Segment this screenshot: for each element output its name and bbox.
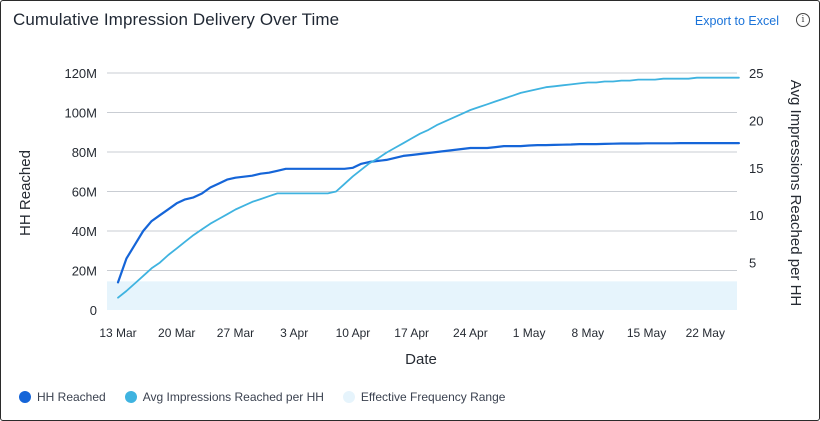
y-left-tick-label: 0 <box>90 303 97 318</box>
x-tick-label: 15 May <box>627 326 666 340</box>
line-chart: 0 20M 40M 60M 80M 100M 120M 5 10 15 20 25 13 Mar 20 M… <box>17 66 804 368</box>
gridlines <box>107 72 737 271</box>
y-right-tick-label: 25 <box>749 66 763 81</box>
export-to-excel-link[interactable]: Export to Excel <box>694 14 779 28</box>
legend-swatch-hh-reached <box>19 391 31 403</box>
legend: HH Reached Avg Impressions Reached per H… <box>19 390 524 404</box>
x-tick-label: 13 Mar <box>99 326 136 340</box>
x-tick-label: 24 Apr <box>453 326 488 340</box>
y-right-axis-label: Avg Impressions Reached per HH <box>787 80 804 307</box>
info-icon[interactable]: i <box>796 13 810 27</box>
x-tick-label: 22 May <box>686 326 725 340</box>
y-right-tick-label: 10 <box>749 208 763 223</box>
legend-swatch-avg-impressions <box>124 391 137 403</box>
axes: 0 20M 40M 60M 80M 100M 120M 5 10 15 20 25 13 Mar 20 M… <box>17 66 804 368</box>
x-tick-label: 8 May <box>571 326 604 340</box>
legend-item-effective-frequency[interactable]: Effective Frequency Range <box>342 390 506 404</box>
y-left-tick-label: 80M <box>72 145 97 160</box>
y-left-tick-label: 20M <box>72 264 97 279</box>
y-right-tick-label: 20 <box>749 113 763 128</box>
series-line-avg-impressions <box>117 76 740 299</box>
x-tick-label: 1 May <box>513 326 546 340</box>
legend-label: Effective Frequency Range <box>360 390 506 404</box>
legend-item-hh-reached[interactable]: HH Reached <box>19 390 106 404</box>
frequency-band-layer <box>107 281 737 310</box>
y-left-tick-label: 120M <box>64 66 97 81</box>
legend-label: Avg Impressions Reached per HH <box>142 390 324 404</box>
y-left-tick-label: 60M <box>72 185 97 200</box>
legend-swatch-effective-frequency <box>342 391 355 403</box>
x-tick-label: 20 Mar <box>158 326 195 340</box>
series-layer <box>116 76 741 299</box>
x-axis-label: Date <box>405 351 437 368</box>
x-tick-label: 17 Apr <box>394 326 429 340</box>
x-tick-label: 27 Mar <box>217 326 254 340</box>
y-left-axis-label: HH Reached <box>17 150 34 236</box>
y-left-tick-label: 100M <box>64 106 97 121</box>
y-right-tick-label: 15 <box>749 161 763 176</box>
effective-frequency-band <box>107 281 737 310</box>
y-right-tick-label: 5 <box>749 256 756 271</box>
legend-label: HH Reached <box>37 390 106 404</box>
legend-item-avg-impressions[interactable]: Avg Impressions Reached per HH <box>124 390 324 404</box>
chart-title: Cumulative Impression Delivery Over Time <box>13 10 340 29</box>
series-line-hh-reached <box>116 142 741 284</box>
x-tick-label: 10 Apr <box>336 326 371 340</box>
x-tick-label: 3 Apr <box>280 326 308 340</box>
y-left-tick-label: 40M <box>72 224 97 239</box>
